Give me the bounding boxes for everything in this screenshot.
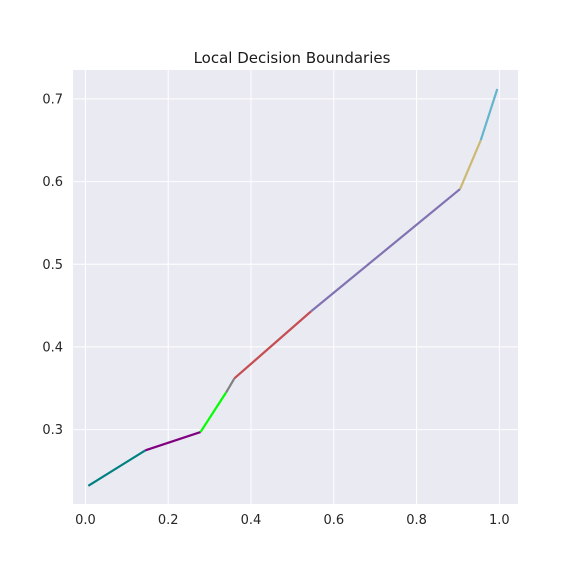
- x-tick-label: 1.0: [489, 513, 510, 528]
- series-line-3: [199, 391, 228, 433]
- y-tick-label: 0.7: [42, 92, 63, 107]
- plot-background: [73, 70, 518, 504]
- grid: [73, 70, 518, 504]
- series-line-6: [310, 188, 461, 313]
- series-line-2: [145, 431, 201, 452]
- x-tick-label: 0.0: [75, 513, 96, 528]
- series-lines: [87, 88, 499, 487]
- series-line-1: [87, 449, 147, 487]
- x-tick-label: 0.8: [406, 513, 427, 528]
- series-line-7: [459, 139, 482, 190]
- y-tick-label: 0.6: [42, 175, 63, 190]
- chart-title: Local Decision Boundaries: [194, 49, 391, 67]
- series-line-8: [479, 88, 499, 141]
- y-tick-label: 0.3: [42, 423, 63, 438]
- x-tick-label: 0.6: [323, 513, 344, 528]
- x-tick-label: 0.4: [241, 513, 262, 528]
- y-tick-label: 0.4: [42, 340, 63, 355]
- tick-labels: 0.0 0.2 0.4 0.6 0.8 1.0 0.3 0.4 0.5 0.6 0.7: [42, 92, 509, 528]
- x-tick-label: 0.2: [158, 513, 179, 528]
- series-line-5: [233, 310, 312, 380]
- series-line-4: [225, 377, 236, 393]
- y-tick-label: 0.5: [42, 258, 63, 273]
